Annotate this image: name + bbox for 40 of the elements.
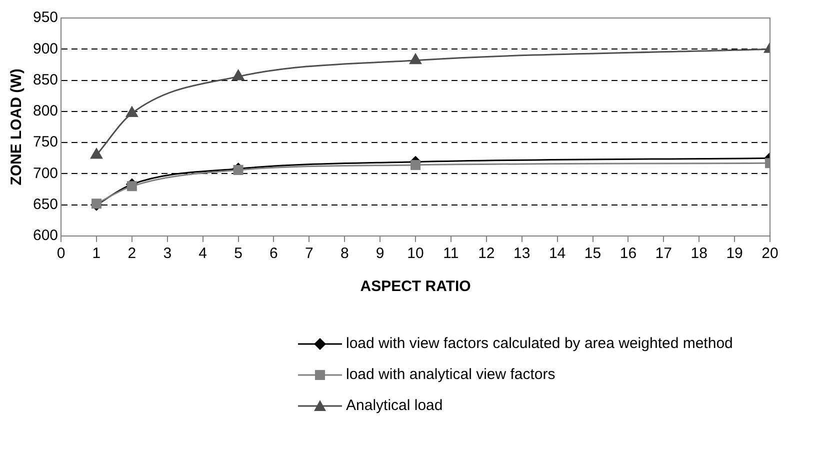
x-tick-label: 5 [234, 245, 242, 262]
y-axis-title: ZONE LOAD (W) [8, 68, 26, 186]
point [232, 70, 244, 80]
y-tick-label: 650 [32, 196, 58, 213]
x-tick-label: 17 [655, 245, 672, 262]
x-tick-label: 19 [726, 245, 743, 262]
x-tick-label: 0 [56, 245, 66, 262]
legend-label: Analytical load [346, 397, 443, 414]
x-tick-label: 8 [340, 245, 349, 262]
x-tick-label: 1 [92, 245, 101, 262]
x-tick-label: 12 [478, 245, 495, 262]
x-tick-label: 18 [690, 245, 708, 262]
x-tick-label: 9 [376, 245, 384, 262]
point [90, 148, 102, 159]
legend-label: load with analytical view factors [346, 366, 556, 383]
point [126, 181, 137, 192]
x-tick-label: 6 [270, 245, 278, 262]
point [126, 106, 138, 118]
x-tick-label: 16 [620, 245, 637, 262]
y-tick-label: 750 [32, 134, 58, 151]
x-tick-label: 3 [163, 245, 172, 262]
x-tick-label: 10 [407, 245, 424, 262]
y-tick-label: 600 [32, 227, 58, 244]
y-tick-label: 700 [32, 164, 58, 182]
x-tick-label: 11 [443, 245, 459, 262]
x-axis-title: ASPECT RATIO [360, 278, 472, 296]
x-tick-label: 13 [514, 245, 530, 262]
x-tick-label: 20 [762, 245, 778, 262]
y-tick-label: 850 [32, 71, 58, 88]
x-tick-label: 4 [198, 245, 207, 262]
x-tick-label: 2 [128, 245, 136, 262]
x-tick-label: 15 [584, 245, 602, 262]
x-tick-label: 14 [548, 245, 566, 262]
legend-label: load with view factors calculated by area weighted method [346, 335, 733, 352]
y-tick-label: 950 [32, 9, 58, 26]
point [410, 54, 422, 64]
y-tick-label: 900 [32, 40, 58, 58]
point [410, 160, 421, 170]
x-tick-label: 7 [304, 245, 314, 262]
y-tick-label: 800 [32, 102, 58, 120]
